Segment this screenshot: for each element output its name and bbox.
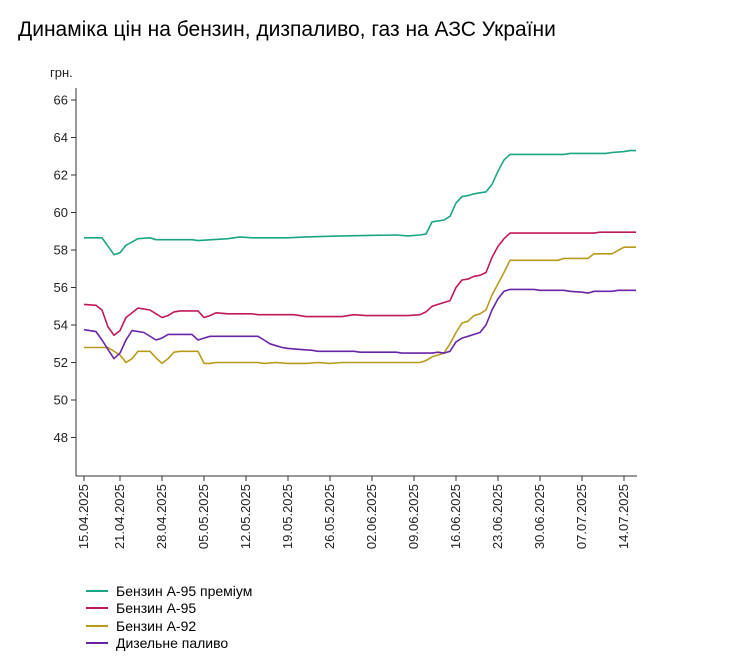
legend-label: Бензин А-95: [116, 600, 197, 617]
y-tick-label: 54: [54, 318, 68, 333]
y-tick-label: 52: [54, 355, 68, 370]
x-tick-label: 07.07.2025: [574, 484, 589, 549]
x-tick-label: 23.06.2025: [490, 484, 505, 549]
y-tick-label: 64: [54, 130, 68, 145]
legend: Бензин А-95 преміум Бензин А-95 Бензин А-9…: [86, 582, 252, 652]
legend-label: Дизельне паливо: [116, 635, 229, 652]
series-lines: [83, 149, 636, 365]
y-tick-label: 66: [54, 93, 68, 108]
y-tick-label: 58: [54, 243, 68, 258]
x-tick-label: 14.07.2025: [616, 484, 631, 549]
y-tick-label: 48: [54, 430, 68, 445]
y-tick-label: 56: [54, 280, 68, 295]
legend-swatch: [86, 607, 108, 610]
legend-swatch: [86, 589, 108, 592]
series-line-1: [84, 149, 636, 256]
x-tick-label: 15.04.2025: [76, 484, 91, 549]
legend-label: Бензин А-92: [116, 617, 197, 634]
y-tick-label: 50: [54, 393, 68, 408]
x-tick-label: 30.06.2025: [532, 484, 547, 549]
legend-item: Дизельне паливо: [86, 635, 252, 653]
x-tick-label: 26.05.2025: [322, 484, 337, 549]
y-axis: 48 50 52 54 56 58 60 62 64 66: [54, 88, 77, 476]
x-tick-label: 19.05.2025: [280, 484, 295, 549]
x-axis: 15.04.2025 21.04.2025 28.04.2025 05.05.2025…: [76, 475, 637, 549]
series-line-3: [84, 246, 636, 365]
legend-label: Бензин А-95 преміум: [116, 582, 253, 599]
line-chart: грн. 48 50 52 54 56 58 60 62 64 66 15.04.2025 21.0…: [50, 65, 637, 549]
y-tick-label: 62: [54, 168, 68, 183]
series-line-4: [83, 288, 636, 360]
x-tick-label: 02.06.2025: [364, 484, 379, 549]
series-line-2: [83, 231, 636, 337]
x-tick-label: 12.05.2025: [238, 484, 253, 549]
x-tick-label: 05.05.2025: [196, 484, 211, 549]
x-tick-label: 28.04.2025: [154, 484, 169, 549]
legend-item: Бензин А-95 преміум: [86, 582, 252, 600]
y-tick-label: 60: [54, 205, 68, 220]
y-axis-label: грн.: [50, 65, 73, 80]
x-tick-label: 16.06.2025: [448, 484, 463, 549]
x-tick-label: 09.06.2025: [406, 484, 421, 549]
legend-swatch: [86, 624, 108, 627]
x-tick-label: 21.04.2025: [112, 484, 127, 549]
legend-item: Бензин А-92: [86, 617, 252, 635]
chart-title: Динаміка цін на бензин, дизпаливо, газ н…: [18, 18, 556, 41]
legend-item: Бензин А-95: [86, 600, 252, 618]
legend-swatch: [86, 642, 108, 645]
